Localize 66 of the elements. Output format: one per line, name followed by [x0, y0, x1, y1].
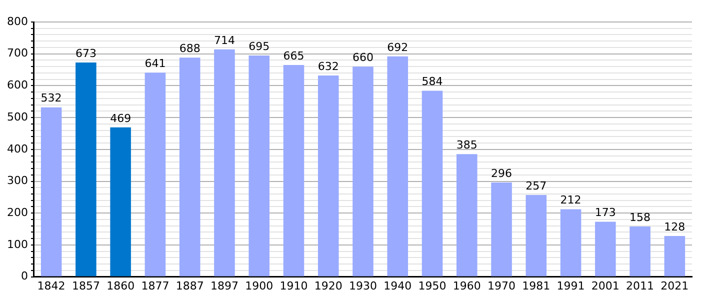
bar: [214, 49, 235, 276]
bar: [664, 236, 686, 276]
y-tick-label: 400: [6, 142, 28, 156]
bar: [144, 72, 166, 276]
data-label: 158: [630, 210, 651, 224]
bar: [456, 154, 478, 276]
x-tick-label: 1930: [349, 279, 377, 292]
x-tick-label: 1877: [141, 279, 170, 292]
bar: [40, 107, 62, 276]
x-tick-label: 1970: [488, 279, 516, 292]
bar: [560, 209, 582, 276]
data-label: 584: [422, 75, 443, 88]
bar: [491, 182, 512, 276]
data-label: 173: [594, 206, 616, 220]
y-tick-label: 0: [20, 270, 28, 283]
data-label: 128: [664, 220, 686, 234]
bar: [352, 66, 374, 276]
x-tick-label: 2021: [660, 279, 689, 292]
x-tick-label: 1960: [452, 279, 481, 292]
x-tick-label: 1857: [72, 279, 100, 292]
x-tick-label: 1920: [314, 279, 342, 292]
x-tick-label: 1950: [418, 279, 446, 292]
data-label: 665: [283, 49, 304, 62]
bar: [595, 222, 616, 276]
data-label: 692: [387, 40, 408, 54]
x-tick-label: 1860: [106, 279, 135, 292]
x-tick-label: 1842: [37, 279, 66, 292]
bar: [526, 194, 547, 276]
x-tick-label: 1991: [556, 279, 585, 292]
x-tick-label: 2011: [626, 279, 654, 292]
bar: [283, 65, 304, 276]
bar: [422, 90, 443, 276]
data-label: 532: [40, 92, 62, 105]
x-tick-label: 1887: [176, 279, 204, 292]
data-label: 632: [318, 60, 339, 73]
x-tick-label: 1910: [280, 279, 308, 292]
bar: [179, 58, 200, 276]
bar: [630, 226, 650, 276]
x-tick-label: 1940: [384, 279, 412, 292]
y-tick-label: 800: [6, 14, 28, 28]
data-label: 660: [352, 50, 374, 64]
y-tick-label: 700: [6, 46, 28, 60]
x-tick-label: 2001: [591, 279, 620, 292]
bar: [387, 56, 408, 276]
y-tick-label: 200: [6, 206, 28, 219]
data-label: 673: [75, 46, 96, 60]
y-tick-label: 100: [6, 238, 28, 251]
bar: [318, 76, 339, 276]
data-label: 688: [179, 42, 200, 56]
y-tick-label: 600: [6, 78, 28, 92]
bar: [110, 127, 131, 276]
bar: [76, 62, 96, 276]
y-tick-label: 500: [6, 110, 28, 124]
y-tick-label: 300: [6, 174, 28, 188]
data-label: 296: [491, 166, 512, 180]
bar: [248, 55, 270, 276]
data-label: 257: [526, 179, 547, 192]
data-label: 641: [144, 57, 166, 70]
data-label: 385: [456, 138, 478, 152]
data-label: 212: [560, 194, 582, 207]
x-tick-label: 1900: [245, 279, 274, 292]
data-label: 469: [110, 112, 132, 125]
data-label: 714: [214, 34, 235, 47]
x-tick-label: 1981: [522, 279, 550, 292]
x-tick-label: 1897: [210, 279, 238, 292]
data-label: 695: [248, 40, 270, 53]
